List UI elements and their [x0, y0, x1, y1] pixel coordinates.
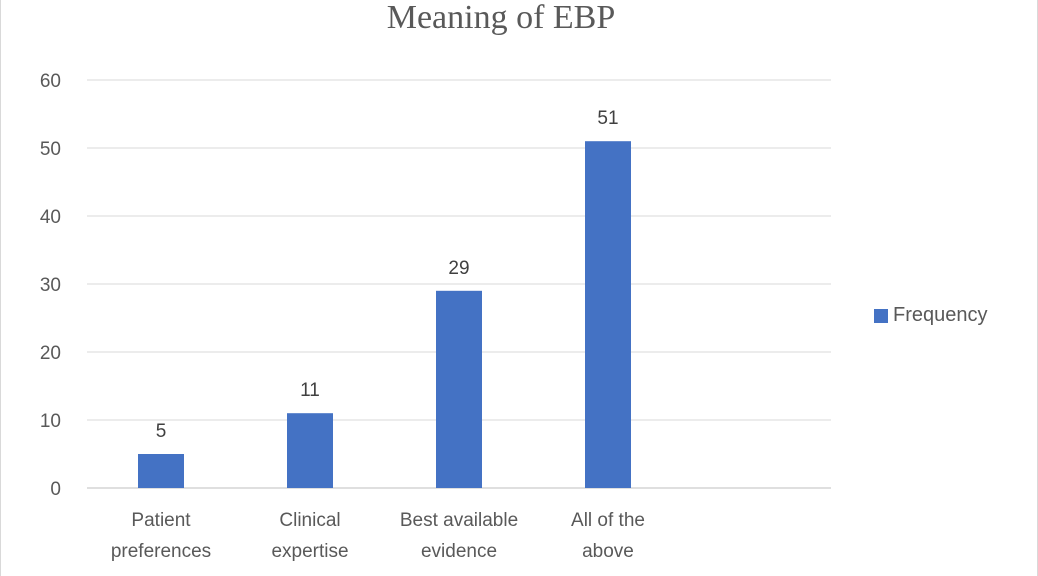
bar-3: [585, 141, 631, 488]
y-tick-label-40: 40: [40, 207, 61, 228]
x-axis-labels: Patient preferences Clinical expertise Best …: [111, 510, 645, 562]
y-tick-label-0: 0: [50, 479, 61, 500]
data-label-2: 29: [448, 258, 469, 279]
data-label-1: 11: [300, 380, 320, 401]
x-tick-label-3-line-1: above: [582, 541, 634, 562]
y-tick-label-50: 50: [40, 139, 61, 160]
bar-0: [138, 454, 184, 488]
legend-swatch-frequency: [874, 308, 888, 323]
legend-label-frequency: Frequency: [893, 304, 988, 326]
y-axis-ticks: 0 10 20 30 40 50 60: [40, 71, 61, 500]
x-tick-label-2-line-1: evidence: [421, 541, 497, 562]
x-tick-label-3-line-0: All of the: [571, 510, 645, 531]
x-tick-label-1-line-1: expertise: [271, 541, 348, 562]
legend: Frequency: [874, 304, 988, 327]
chart-title: Meaning of EBP: [386, 0, 616, 36]
data-label-0: 5: [156, 421, 167, 442]
data-labels: 5 11 29 51: [156, 108, 619, 442]
x-tick-label-0-line-0: Patient: [131, 510, 191, 531]
y-tick-label-60: 60: [40, 71, 61, 92]
y-tick-label-30: 30: [40, 275, 61, 296]
data-label-3: 51: [597, 108, 618, 129]
x-tick-label-2-line-0: Best available: [400, 510, 518, 531]
bars: [138, 141, 631, 488]
bar-2: [436, 290, 482, 488]
y-tick-label-10: 10: [40, 411, 61, 432]
x-tick-label-1-line-0: Clinical: [279, 510, 340, 531]
x-tick-label-0-line-1: preferences: [111, 541, 211, 562]
bar-1: [287, 413, 333, 488]
y-tick-label-20: 20: [40, 343, 61, 364]
